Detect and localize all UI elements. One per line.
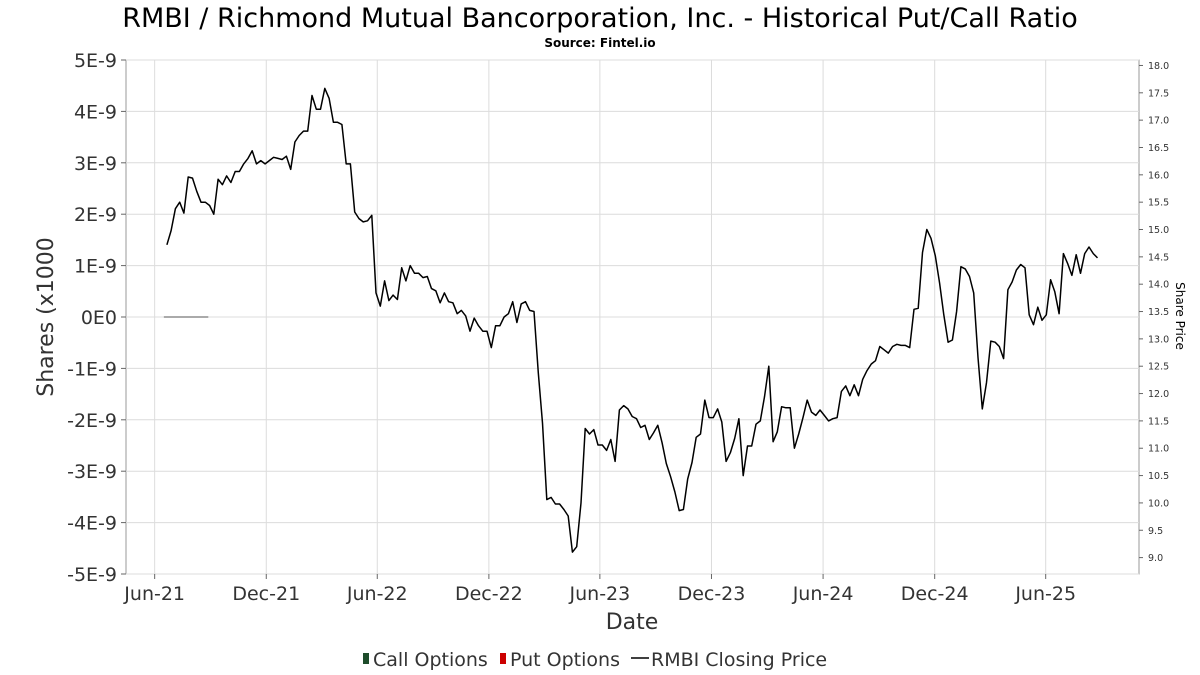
left-axis-ticks: 5E-9 4E-9 3E-9 2E-9 1E-9 0E0 -1E-9 -2E-9 -3E-9 -4… [67,50,126,586]
x-tick-label: Jun-21 [123,583,185,605]
x-tick-label: Dec-21 [232,583,300,605]
y-tick-label: 3E-9 [74,153,117,175]
y2-tick-label: 10.0 [1148,498,1169,509]
grid-lines [126,59,1139,575]
y2-tick-label: 10.5 [1148,471,1169,482]
x-tick-label: Jun-24 [792,583,854,605]
x-tick-label: Dec-24 [901,583,969,605]
y2-tick-label: 15.5 [1148,198,1169,209]
y-tick-label: 2E-9 [74,204,117,226]
y2-tick-label: 11.0 [1148,444,1169,455]
y2-tick-label: 14.5 [1148,252,1169,263]
rmbi-closing-price-line [166,87,1099,553]
y2-tick-label: 17.5 [1148,88,1169,99]
y-tick-label: -5E-9 [67,564,117,586]
y2-tick-label: 18.0 [1148,61,1169,72]
x-tick-label: Dec-22 [455,583,523,605]
series-layer [163,87,1099,553]
x-axis-label: Date [606,610,659,635]
legend-call-swatch [363,653,369,664]
x-tick-label: Jun-25 [1014,583,1076,605]
legend-price-label: RMBI Closing Price [651,649,827,671]
y-tick-label: 1E-9 [74,256,117,278]
y-tick-label: -1E-9 [67,358,117,380]
y2-tick-label: 11.5 [1148,416,1169,427]
y2-tick-label: 13.5 [1148,307,1169,318]
legend: Call Options Put Options RMBI Closing Pr… [363,649,827,671]
y2-tick-label: 12.5 [1148,362,1169,373]
y-tick-label: 0E0 [81,307,117,329]
y2-tick-label: 16.5 [1148,143,1169,154]
y-tick-label: 4E-9 [74,101,117,123]
y2-tick-label: 9.5 [1148,526,1163,537]
y2-tick-label: 15.0 [1148,225,1169,236]
legend-call-label: Call Options [373,649,488,671]
x-tick-label: Dec-23 [678,583,746,605]
y2-tick-label: 9.0 [1148,553,1163,564]
y2-tick-label: 12.0 [1148,389,1169,400]
right-axis-ticks: 18.0 17.5 17.0 16.5 16.0 15.5 15.0 14.5 14.0 13.5… [1139,61,1169,564]
x-tick-label: Jun-23 [569,583,631,605]
y2-tick-label: 14.0 [1148,280,1169,291]
legend-put-swatch [500,653,506,664]
x-tick-label: Jun-22 [346,583,408,605]
y2-tick-label: 13.0 [1148,334,1169,345]
y2-axis-label: Share Price [1173,282,1187,350]
y2-tick-label: 17.0 [1148,116,1169,127]
y-tick-label: -4E-9 [67,513,117,535]
y2-tick-label: 16.0 [1148,170,1169,181]
chart-subtitle: Source: Fintel.io [544,36,655,50]
y-tick-label: 5E-9 [74,50,117,72]
x-axis-ticks: Jun-21 Dec-21 Jun-22 Dec-22 Jun-23 Dec-23 Jun-… [123,574,1076,605]
y-tick-label: -3E-9 [67,461,117,483]
y-axis-label: Shares (x1000 [34,237,59,397]
legend-put-label: Put Options [510,649,620,671]
y-tick-label: -2E-9 [67,410,117,432]
chart-title: RMBI / Richmond Mutual Bancorporation, I… [122,3,1078,34]
